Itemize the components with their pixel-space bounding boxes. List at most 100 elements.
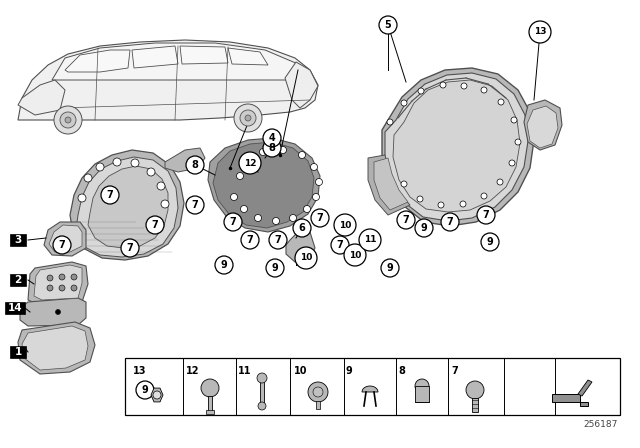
Circle shape xyxy=(186,156,204,174)
Polygon shape xyxy=(180,46,228,64)
Circle shape xyxy=(263,129,281,147)
Circle shape xyxy=(71,285,77,291)
Text: 10: 10 xyxy=(339,220,351,229)
Circle shape xyxy=(241,231,259,249)
Polygon shape xyxy=(18,80,65,115)
Circle shape xyxy=(381,259,399,277)
Circle shape xyxy=(147,168,155,176)
Circle shape xyxy=(310,164,317,171)
Polygon shape xyxy=(18,40,318,120)
Text: 9: 9 xyxy=(141,385,148,395)
Text: 7: 7 xyxy=(59,240,65,250)
Circle shape xyxy=(131,159,139,167)
Circle shape xyxy=(311,209,329,227)
Polygon shape xyxy=(22,326,88,370)
Polygon shape xyxy=(132,46,178,68)
Circle shape xyxy=(273,217,280,224)
Circle shape xyxy=(136,381,154,399)
Circle shape xyxy=(54,106,82,134)
Circle shape xyxy=(230,194,237,201)
Text: 9: 9 xyxy=(221,260,227,270)
Circle shape xyxy=(331,236,349,254)
Text: 9: 9 xyxy=(486,237,493,247)
Circle shape xyxy=(529,21,551,43)
Circle shape xyxy=(96,163,104,171)
Text: 12: 12 xyxy=(244,159,256,168)
Circle shape xyxy=(71,274,77,280)
Text: 8: 8 xyxy=(398,366,405,376)
Text: 7: 7 xyxy=(275,235,282,245)
Polygon shape xyxy=(49,225,82,252)
Text: 10: 10 xyxy=(294,366,307,376)
Circle shape xyxy=(441,213,459,231)
Circle shape xyxy=(415,379,429,393)
Polygon shape xyxy=(552,394,588,406)
Polygon shape xyxy=(88,166,168,248)
Polygon shape xyxy=(151,388,163,402)
Polygon shape xyxy=(20,298,86,326)
Text: 7: 7 xyxy=(447,217,453,227)
Circle shape xyxy=(60,112,76,128)
Circle shape xyxy=(157,182,165,190)
Text: 7: 7 xyxy=(317,213,323,223)
Circle shape xyxy=(295,247,317,269)
Circle shape xyxy=(379,16,397,34)
Circle shape xyxy=(237,172,243,180)
Polygon shape xyxy=(578,380,592,396)
Polygon shape xyxy=(368,155,410,215)
Circle shape xyxy=(498,99,504,105)
Circle shape xyxy=(201,379,219,397)
Circle shape xyxy=(477,206,495,224)
Circle shape xyxy=(113,158,121,166)
Circle shape xyxy=(308,382,328,402)
Polygon shape xyxy=(52,43,312,80)
Circle shape xyxy=(266,259,284,277)
Circle shape xyxy=(303,206,310,212)
Circle shape xyxy=(344,244,366,266)
Polygon shape xyxy=(524,100,562,150)
Polygon shape xyxy=(382,68,534,226)
Circle shape xyxy=(186,196,204,214)
Text: 13: 13 xyxy=(534,27,547,36)
Text: 6: 6 xyxy=(299,223,305,233)
Circle shape xyxy=(401,100,407,106)
Polygon shape xyxy=(76,157,178,257)
Text: 7: 7 xyxy=(127,243,133,253)
Circle shape xyxy=(312,194,319,201)
Polygon shape xyxy=(527,106,558,148)
Text: 256187: 256187 xyxy=(584,420,618,429)
Text: 7: 7 xyxy=(246,235,253,245)
FancyBboxPatch shape xyxy=(5,302,25,314)
Polygon shape xyxy=(228,48,268,65)
FancyBboxPatch shape xyxy=(10,274,26,286)
Circle shape xyxy=(56,310,61,314)
Text: 10: 10 xyxy=(349,250,361,259)
Circle shape xyxy=(53,236,71,254)
Circle shape xyxy=(241,206,248,212)
Polygon shape xyxy=(393,80,520,212)
Text: 7: 7 xyxy=(337,240,344,250)
FancyBboxPatch shape xyxy=(10,346,26,358)
Text: 9: 9 xyxy=(346,366,353,376)
Circle shape xyxy=(313,387,323,397)
Text: 7: 7 xyxy=(107,190,113,200)
Circle shape xyxy=(440,82,446,88)
Circle shape xyxy=(84,174,92,182)
Circle shape xyxy=(298,151,305,159)
Text: 14: 14 xyxy=(8,303,22,313)
Polygon shape xyxy=(286,230,315,262)
Text: 3: 3 xyxy=(14,235,22,245)
Circle shape xyxy=(418,88,424,94)
Polygon shape xyxy=(65,50,130,72)
Circle shape xyxy=(47,285,53,291)
Text: 8: 8 xyxy=(269,143,275,153)
Circle shape xyxy=(460,201,466,207)
Polygon shape xyxy=(374,158,408,210)
Circle shape xyxy=(280,146,287,154)
Circle shape xyxy=(397,211,415,229)
Polygon shape xyxy=(34,265,82,300)
Circle shape xyxy=(269,231,287,249)
Circle shape xyxy=(153,391,161,399)
Circle shape xyxy=(415,219,433,237)
Bar xyxy=(472,398,478,412)
